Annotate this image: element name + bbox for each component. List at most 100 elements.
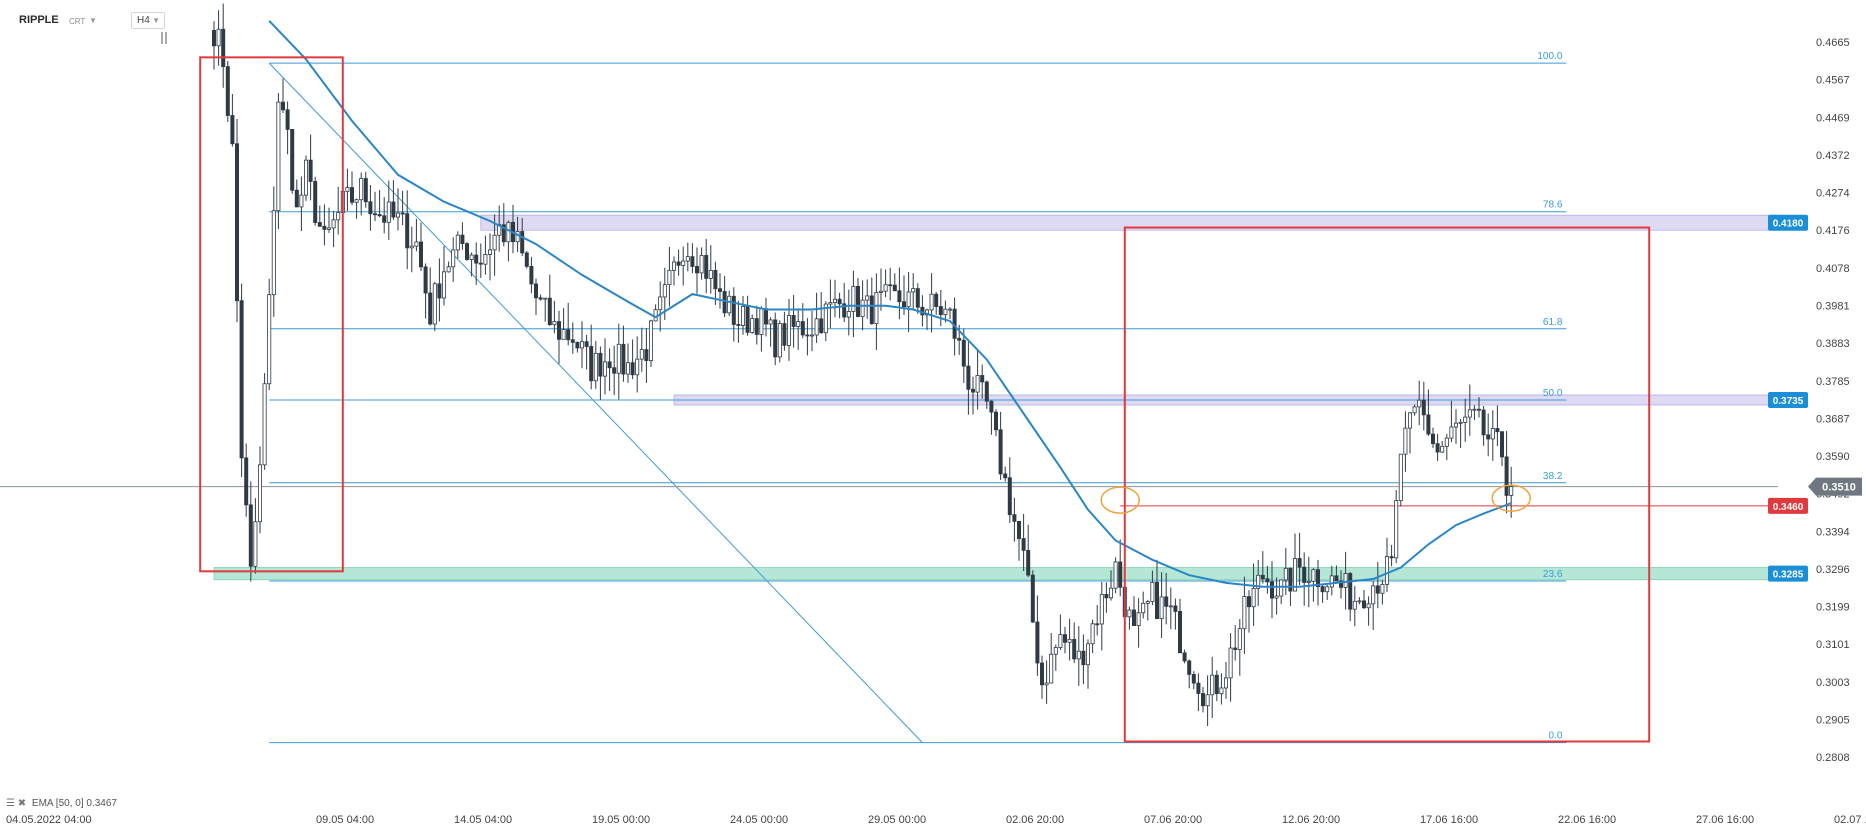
fib-level-label: 61.8 [1543, 317, 1563, 328]
candle-body [948, 308, 953, 311]
candle-body [883, 284, 888, 292]
candle-body [639, 349, 644, 360]
candle-body [754, 318, 759, 335]
candle-body [612, 367, 617, 374]
candle-body [1417, 399, 1422, 408]
candle-body [1270, 581, 1275, 599]
candle-body [1403, 427, 1408, 455]
candle-body [529, 265, 534, 285]
candle-body [1049, 653, 1054, 684]
candle-body [474, 254, 479, 264]
candle-body [1435, 443, 1440, 453]
candle-body [800, 321, 805, 336]
candle-body [1348, 573, 1353, 610]
x-tick-label: 12.06 20:00 [1282, 814, 1340, 826]
candle-body [874, 291, 879, 325]
candle-body [492, 234, 497, 251]
candle-body [294, 189, 299, 208]
candle-body [865, 295, 870, 301]
candle-body [1380, 583, 1385, 594]
candle-body [1058, 634, 1063, 648]
candle-body [414, 241, 419, 247]
fib-level-label: 50.0 [1543, 388, 1563, 399]
highlight-circle [1100, 486, 1140, 514]
candle-body [980, 375, 985, 383]
candle-body [929, 293, 934, 311]
candle-body [501, 224, 506, 243]
symbol-name[interactable]: RIPPLE [19, 14, 59, 26]
candle-body [1325, 586, 1330, 593]
candle-body [221, 28, 226, 67]
candle-body [690, 256, 695, 267]
candle-body [561, 329, 566, 340]
symbol-dropdown-icon[interactable]: ▼ [89, 16, 97, 25]
candle-body [1421, 399, 1426, 416]
candle-body [363, 178, 368, 203]
candle-body [1385, 556, 1390, 585]
candle-body [708, 269, 713, 279]
y-tick-label: 0.4078 [1816, 263, 1850, 275]
y-tick-label: 0.3785 [1816, 376, 1850, 388]
candle-body [418, 241, 423, 268]
candle-body [892, 284, 897, 292]
candle-body [1408, 412, 1413, 429]
candle-body [299, 194, 304, 208]
ema-line [268, 20, 1512, 588]
candle-body [1228, 647, 1233, 679]
candle-body [994, 411, 999, 431]
candle-body [428, 292, 433, 325]
candle-body [837, 298, 842, 305]
candle-body [1486, 434, 1491, 440]
candle-body [437, 283, 442, 299]
trendline [268, 62, 923, 743]
candle-body [1132, 609, 1137, 626]
candle-body [934, 293, 939, 307]
candle-body [777, 323, 782, 358]
candle-body [326, 227, 331, 230]
highlight-circle [1491, 484, 1531, 512]
candle-body [1201, 693, 1206, 707]
x-tick-label: 09.05 04:00 [316, 814, 374, 826]
candle-body [888, 284, 893, 287]
indicator-settings-icon[interactable]: ☰ ✖ [6, 798, 27, 809]
candle-body [1205, 694, 1210, 707]
candle-body [262, 383, 267, 466]
fib-level-label: 23.6 [1543, 569, 1563, 580]
candle-body [1196, 682, 1201, 694]
candle-body [699, 255, 704, 274]
candle-body [230, 115, 235, 145]
candle-body [1357, 600, 1362, 603]
candle-body [216, 28, 221, 47]
price-tag-support-bg [1768, 565, 1808, 582]
y-tick-label: 0.3687 [1816, 413, 1850, 425]
timeframe-select[interactable]: H4 ▼ [131, 12, 165, 29]
x-tick-label: 02.06 20:00 [1006, 814, 1064, 826]
candle-body [400, 212, 405, 215]
candle-body [1454, 422, 1459, 428]
candle-body [1509, 486, 1514, 496]
candle-body [750, 318, 755, 333]
candle-body [1472, 408, 1477, 411]
candle-body [672, 261, 677, 271]
candle-body [943, 308, 948, 316]
candle-body [1279, 579, 1284, 597]
candle-body [267, 294, 272, 385]
candle-body [368, 201, 373, 215]
candle-body [1012, 514, 1017, 522]
candle-body [244, 457, 249, 506]
candle-body [667, 269, 672, 286]
candle-body [1173, 605, 1178, 612]
y-tick-label: 0.3590 [1816, 451, 1850, 463]
indicator-legend[interactable]: ☰ ✖ EMA [50, 0] 0.3467 [6, 798, 117, 809]
candle-body [1251, 588, 1256, 608]
candle-body [248, 504, 253, 567]
candle-body [423, 266, 428, 294]
candle-body [814, 318, 819, 336]
candle-body [1389, 556, 1394, 559]
price-tag-mid-bg [1768, 392, 1808, 408]
x-tick-label: 14.05 04:00 [454, 814, 512, 826]
candle-body [1150, 581, 1155, 603]
candle-body [1375, 585, 1380, 594]
